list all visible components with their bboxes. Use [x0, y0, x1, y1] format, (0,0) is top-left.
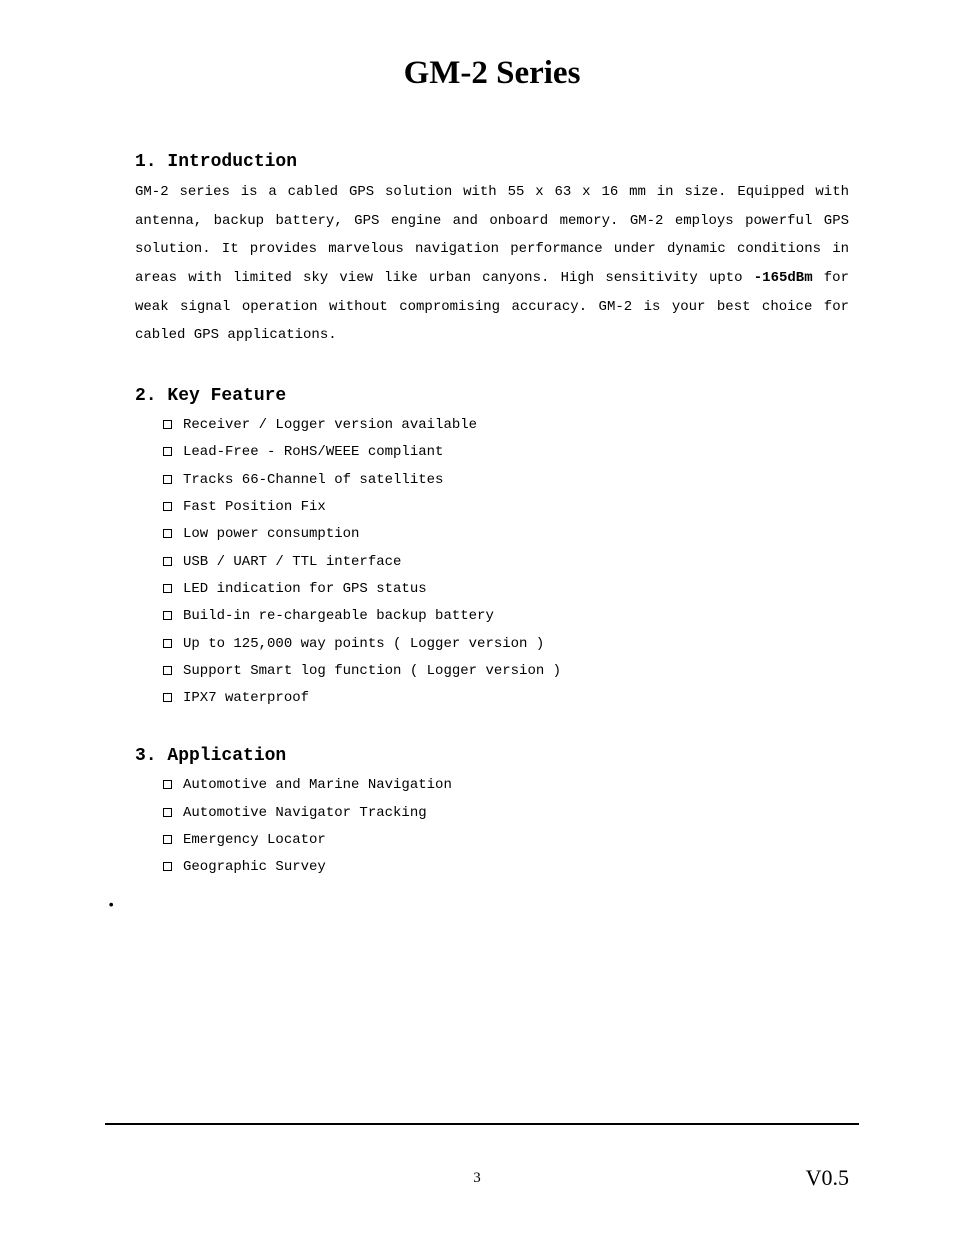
page-title: GM-2 Series [135, 55, 849, 92]
list-item: Fast Position Fix [135, 494, 849, 521]
feature-heading: 2. Key Feature [135, 386, 849, 406]
list-item: Automotive Navigator Tracking [135, 800, 849, 827]
list-item: Geographic Survey [135, 854, 849, 881]
application-list: Automotive and Marine Navigation Automot… [135, 772, 849, 881]
list-item: Tracks 66-Channel of satellites [135, 467, 849, 494]
list-item: IPX7 waterproof [135, 685, 849, 712]
stray-bullet: • [107, 898, 849, 914]
version-label: V0.5 [806, 1165, 849, 1191]
intro-pre: GM-2 series is a cabled GPS solution wit… [135, 184, 849, 286]
intro-bold: -165dBm [754, 270, 813, 286]
list-item: USB / UART / TTL interface [135, 549, 849, 576]
list-item: Lead-Free - RoHS/WEEE compliant [135, 439, 849, 466]
feature-list: Receiver / Logger version available Lead… [135, 412, 849, 712]
list-item: Build-in re-chargeable backup battery [135, 603, 849, 630]
intro-heading: 1. Introduction [135, 152, 849, 172]
list-item: Emergency Locator [135, 827, 849, 854]
list-item: LED indication for GPS status [135, 576, 849, 603]
application-heading: 3. Application [135, 746, 849, 766]
list-item: Automotive and Marine Navigation [135, 772, 849, 799]
list-item: Up to 125,000 way points ( Logger versio… [135, 631, 849, 658]
footer-rule [105, 1123, 859, 1125]
list-item: Receiver / Logger version available [135, 412, 849, 439]
intro-body: GM-2 series is a cabled GPS solution wit… [135, 178, 849, 350]
list-item: Support Smart log function ( Logger vers… [135, 658, 849, 685]
list-item: Low power consumption [135, 521, 849, 548]
